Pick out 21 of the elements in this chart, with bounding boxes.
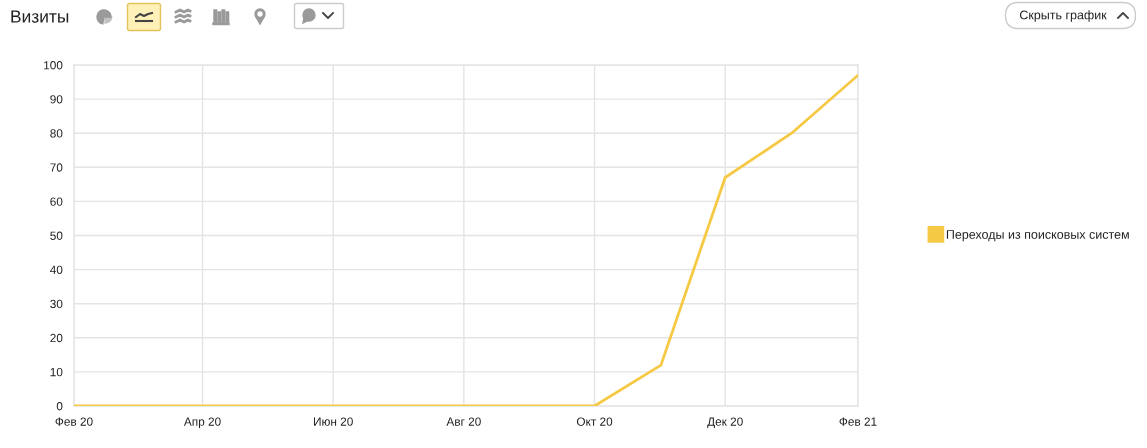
y-tick-label: 70 (50, 163, 63, 172)
x-tick-label: Окт 20 (576, 417, 613, 426)
x-tick-label: Июн 20 (314, 417, 353, 426)
y-tick-label: 40 (50, 265, 63, 274)
x-tick-label: Авг 20 (446, 417, 481, 426)
y-tick-label: 20 (50, 333, 63, 343)
y-tick-label: 100 (44, 61, 63, 70)
x-tick-label: Фев 21 (839, 417, 877, 426)
x-tick-label: Апр 20 (183, 417, 221, 429)
text: Скрыть график (1019, 10, 1107, 22)
chart-title: Визиты (11, 10, 69, 23)
y-tick-label: 80 (50, 129, 63, 138)
y-tick-label: 90 (50, 95, 63, 104)
y-tick-label: 30 (50, 299, 63, 309)
x-tick-label: Фев 20 (55, 417, 93, 426)
y-tick-label: 10 (50, 367, 63, 377)
x-tick-label: Дек 20 (707, 417, 743, 429)
y-tick-label: 0 (56, 402, 63, 411)
legend-label: Переходы из поисковых систем (946, 230, 1129, 242)
y-tick-label: 50 (50, 231, 63, 240)
y-tick-label: 60 (50, 197, 63, 206)
